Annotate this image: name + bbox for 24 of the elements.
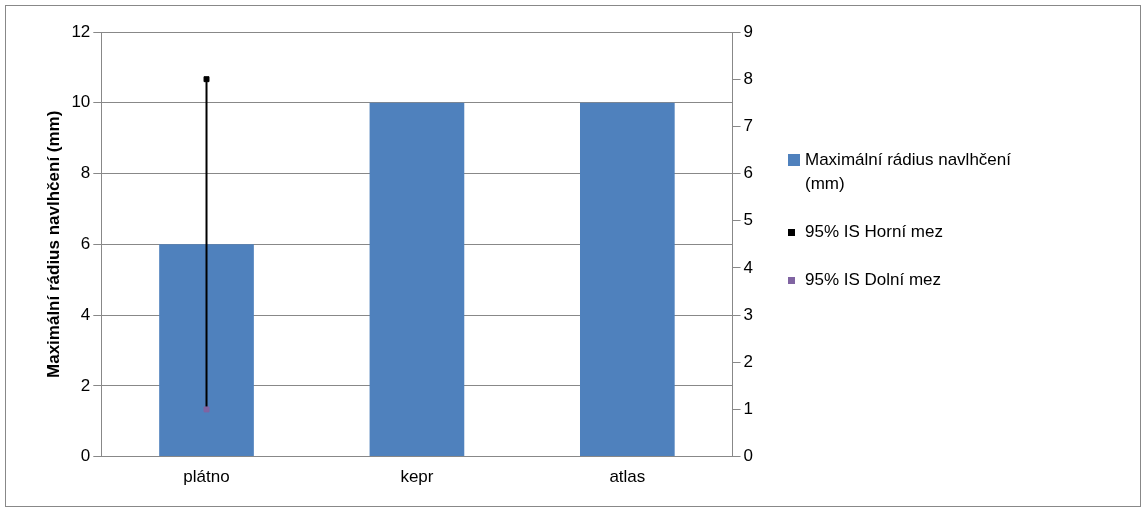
y2-tick-label: 9 [743, 21, 754, 41]
y-tick-label: 12 [71, 21, 91, 41]
x-tick-label: plátno [183, 467, 230, 487]
y-tick-label: 6 [80, 233, 91, 253]
x-tick-label: kepr [400, 467, 434, 487]
y2-tick-label: 1 [743, 399, 754, 419]
y-tick-label: 10 [71, 92, 91, 112]
y-tick-label: 0 [80, 446, 91, 466]
y-tick-label: 8 [80, 163, 91, 183]
y-axis-title: Maximální rádius navlhčení (mm) [43, 110, 63, 378]
y2-tick-label: 2 [743, 351, 754, 371]
legend-label: Maximální rádius navlhčení (mm) [805, 149, 1012, 195]
y2-tick-label: 0 [743, 446, 754, 466]
legend-label: 95% IS Horní mez [805, 221, 943, 243]
y2-tick-label: 7 [743, 116, 754, 136]
legend-label: 95% IS Dolní mez [805, 269, 942, 291]
y-tick-label: 2 [80, 375, 91, 395]
x-tick-label: atlas [609, 467, 646, 487]
y2-tick-label: 3 [743, 304, 754, 324]
y2-tick-label: 6 [743, 163, 754, 183]
y2-tick-label: 8 [743, 68, 754, 88]
y2-tick-label: 4 [743, 257, 754, 277]
y-tick-label: 4 [80, 304, 91, 324]
y2-tick-label: 5 [743, 210, 754, 230]
